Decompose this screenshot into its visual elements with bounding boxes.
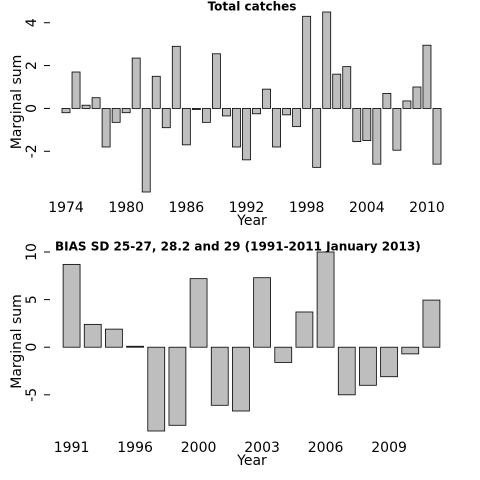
x-tick-label: 1986 [169, 200, 205, 216]
bar [121, 108, 131, 114]
x-tick-label: 1974 [48, 200, 84, 216]
bar [189, 278, 208, 348]
bar [342, 66, 352, 109]
y-axis-label: Marginal sum [9, 55, 25, 150]
y-tick-label: 0 [24, 104, 40, 113]
bar [322, 11, 332, 109]
bar [422, 44, 432, 109]
bar [181, 108, 191, 146]
bar [151, 75, 161, 109]
bar [316, 251, 335, 348]
bar [362, 108, 372, 141]
x-tick-label: 1996 [117, 440, 153, 456]
y-tick-label: 5 [24, 295, 40, 304]
chart-title: Total catches [208, 0, 297, 14]
bar [111, 108, 121, 123]
bar [282, 108, 292, 116]
bar [83, 323, 102, 348]
bar [312, 108, 322, 168]
x-tick-label: 1991 [54, 440, 90, 456]
x-tick-label: 2010 [409, 200, 445, 216]
bar [332, 73, 342, 109]
y-tick-label: -2 [24, 144, 40, 158]
bar [274, 346, 293, 363]
bar [372, 108, 382, 165]
x-tick-label: 2006 [308, 440, 344, 456]
bar [422, 299, 441, 348]
bar [168, 346, 187, 426]
x-axis-label: Year [236, 453, 267, 469]
bar [302, 15, 312, 109]
bar [161, 108, 171, 129]
bar [272, 108, 281, 148]
bar [252, 108, 261, 115]
y-tick-label: 0 [24, 343, 40, 352]
bar [131, 57, 141, 109]
bar [401, 346, 420, 355]
y-axis-label: Marginal sum [9, 294, 25, 389]
bar [126, 345, 144, 348]
x-tick-label: 2004 [349, 200, 385, 216]
bar [101, 108, 111, 148]
chart-title: BIAS SD 25-27, 28.2 and 29 (1991-2011 Ja… [55, 240, 421, 254]
bar [242, 108, 251, 161]
bar [171, 45, 181, 109]
bar [91, 97, 101, 109]
bar [253, 277, 271, 348]
bar [392, 108, 402, 151]
bar [359, 346, 377, 386]
bar [81, 104, 91, 109]
bar [105, 328, 123, 348]
bar [147, 346, 166, 432]
x-tick-label: 2000 [181, 440, 217, 456]
bar [232, 108, 241, 148]
bar [337, 346, 356, 396]
x-tick-label: 1998 [289, 200, 325, 216]
bar [432, 108, 442, 165]
bar [412, 86, 422, 109]
bar [402, 100, 412, 109]
x-tick-label: 2003 [244, 440, 280, 456]
bar [382, 93, 392, 109]
x-tick-label: 2009 [371, 440, 407, 456]
y-tick-label: 2 [24, 61, 40, 70]
bar [210, 346, 229, 406]
y-tick-label: -5 [24, 388, 40, 402]
bar [262, 88, 271, 109]
bar [191, 108, 201, 110]
bar [295, 311, 314, 348]
bar [62, 263, 81, 348]
bar [71, 71, 81, 109]
x-tick-label: 1980 [108, 200, 144, 216]
bar [141, 108, 151, 193]
bar [61, 108, 71, 114]
y-tick-label: 4 [24, 18, 40, 27]
bar [232, 346, 250, 412]
bar [352, 108, 362, 143]
y-tick-label: 10 [24, 243, 40, 261]
bar [292, 108, 302, 128]
bar [380, 346, 398, 378]
x-tick-label: 1992 [229, 200, 265, 216]
bar [211, 53, 221, 109]
bar [222, 108, 231, 117]
x-axis-label: Year [236, 213, 267, 229]
bar [201, 108, 211, 123]
